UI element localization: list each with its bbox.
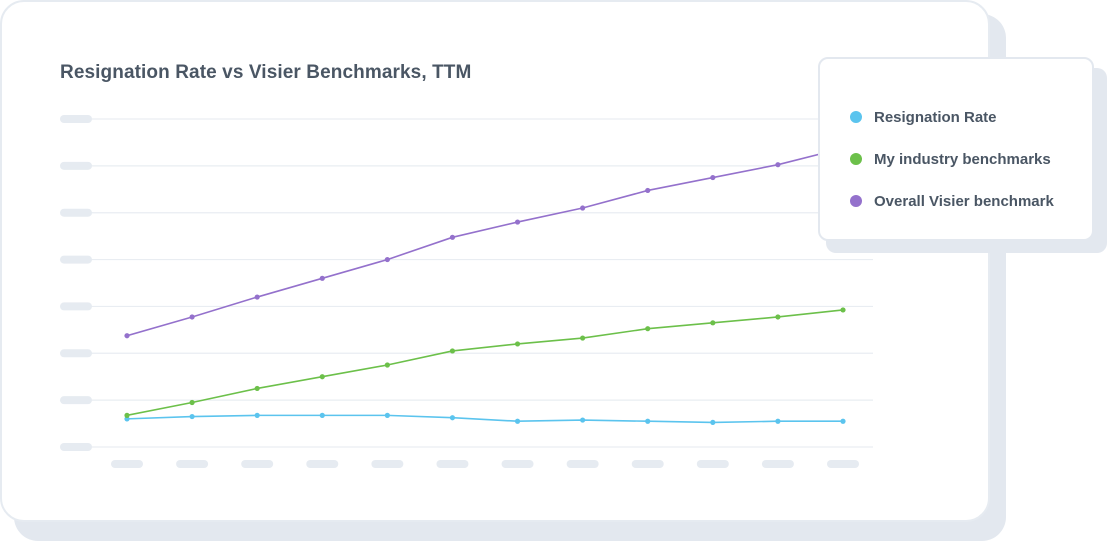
data-point[interactable] [124,412,130,418]
y-tick-placeholder [60,255,92,264]
data-point[interactable] [775,314,781,320]
data-point[interactable] [775,418,781,424]
data-point[interactable] [384,412,390,418]
data-point[interactable] [710,419,716,425]
data-point[interactable] [319,412,325,418]
chart-title: Resignation Rate vs Visier Benchmarks, T… [60,62,472,83]
data-point[interactable] [189,399,195,406]
legend-item-industry-benchmarks[interactable]: My industry benchmarks [850,138,1092,180]
y-tick-placeholder [60,208,92,217]
series-line-2 [126,147,844,337]
data-point[interactable] [124,333,130,339]
y-tick-placeholder [60,443,92,451]
x-tick-placeholder [566,460,599,468]
series-lines [124,145,846,425]
data-point[interactable] [449,415,456,421]
x-tick-placeholder [436,460,469,468]
data-point[interactable] [710,320,716,326]
data-point[interactable] [449,234,456,240]
y-tick-placeholder [60,302,92,311]
data-point[interactable] [840,307,846,313]
data-point[interactable] [514,418,521,424]
legend-label-resignation-rate: Resignation Rate [874,108,997,126]
x-tick-placeholder [631,460,664,468]
data-point[interactable] [645,326,651,332]
x-tick-placeholder [761,460,794,468]
data-point[interactable] [580,205,586,211]
data-point[interactable] [645,187,651,194]
x-tick-placeholder [241,460,274,468]
data-point[interactable] [254,412,260,418]
grid-lines [91,118,873,448]
data-point[interactable] [580,335,586,341]
data-point[interactable] [319,374,325,380]
data-point[interactable] [840,418,846,424]
legend-item-resignation-rate[interactable]: Resignation Rate [850,96,1092,138]
series-line-0 [126,414,843,424]
x-tick-placeholder [501,460,534,468]
data-point[interactable] [580,417,586,423]
data-point[interactable] [645,418,651,424]
data-point[interactable] [384,362,390,368]
y-tick-placeholder [60,161,92,170]
x-tick-placeholders [111,460,859,468]
data-point[interactable] [319,275,325,281]
legend-dot-overall-benchmark [850,195,862,207]
data-point[interactable] [189,314,195,320]
data-point[interactable] [254,385,260,392]
legend-label-industry-benchmarks: My industry benchmarks [874,150,1051,168]
series-line-1 [126,309,844,417]
data-point[interactable] [775,162,781,168]
y-tick-placeholder [60,349,92,358]
data-point[interactable] [449,348,456,354]
x-tick-placeholder [696,460,729,468]
y-tick-placeholder [60,115,92,123]
data-point[interactable] [254,294,260,300]
data-point[interactable] [189,413,195,420]
legend-dot-resignation-rate [850,111,862,123]
x-tick-placeholder [371,460,404,468]
data-point[interactable] [384,256,390,263]
x-tick-placeholder [827,460,859,468]
x-tick-placeholder [176,460,209,468]
data-point[interactable] [514,341,521,347]
chart-legend: Resignation Rate My industry benchmarks … [818,57,1094,241]
legend-label-overall-benchmark: Overall Visier benchmark [874,192,1054,210]
x-tick-placeholder [111,460,143,468]
legend-item-overall-benchmark[interactable]: Overall Visier benchmark [850,180,1092,222]
data-point[interactable] [514,219,521,225]
x-tick-placeholder [306,460,339,468]
y-tick-placeholders [60,115,92,451]
legend-dot-industry-benchmarks [850,153,862,165]
y-tick-placeholder [60,396,92,405]
data-point[interactable] [710,174,716,181]
